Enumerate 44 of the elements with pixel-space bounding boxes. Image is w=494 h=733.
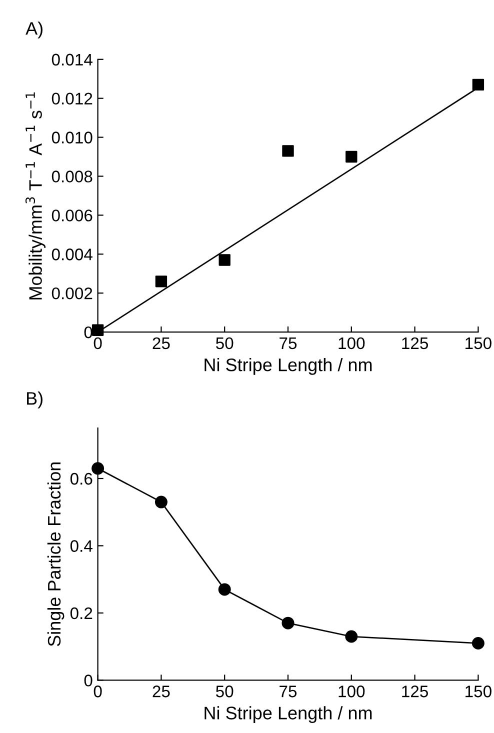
y-axis-title: Mobility/mm$^{3}$ T$^{−1}$ A$^{−1}$ s$^{−1}$ [25,92,46,300]
y-tick-label: 0.010 [52,132,92,144]
x-tick-label: 0 [94,337,102,350]
x-tick-label: 125 [402,686,428,698]
point [282,145,294,157]
x-tick-label: 125 [402,337,428,350]
x-tick-label: 75 [280,686,297,698]
chart-title: B) [27,392,42,408]
y-tick-label: 0.6 [70,472,92,485]
point [155,276,168,288]
point [92,462,104,475]
x-tick-label: 25 [152,337,170,350]
point [92,324,104,336]
y-tick-label: 0.006 [52,210,92,222]
point [472,78,484,91]
y-tick-label: 0.012 [52,92,92,105]
x-axis-title: Ni Stripe Length / nm [204,706,372,724]
x-tick-label: 100 [338,337,365,350]
y-tick-label: 0.002 [52,287,92,300]
y-tick-label: 0.014 [52,54,92,66]
y-tick-label: 0.2 [70,607,92,620]
y-axis-title: Single Particle Fraction [47,462,64,646]
y-tick-label: 0 [84,326,92,338]
x-tick-label: 150 [466,337,492,350]
point [345,630,358,643]
x-tick-label: 75 [280,338,297,350]
point [218,583,231,596]
x-tick-label: 50 [216,686,234,698]
x-tick-label: 50 [216,337,234,350]
point [346,150,358,163]
y-tick-label: 0.004 [52,248,92,260]
x-tick-label: 0 [94,686,102,698]
x-tick-label: 100 [338,686,365,698]
y-tick-label: 0.008 [52,170,92,182]
point [282,616,294,630]
x-axis-title: Ni Stripe Length / nm [204,358,372,375]
point [218,254,230,266]
point [472,636,484,650]
point [154,496,168,508]
x-tick-label: 25 [152,686,170,698]
y-tick-label: 0.4 [70,540,92,552]
y-tick-label: 0 [84,674,92,686]
chart-title: A) [26,22,42,38]
x-tick-label: 150 [466,686,492,698]
